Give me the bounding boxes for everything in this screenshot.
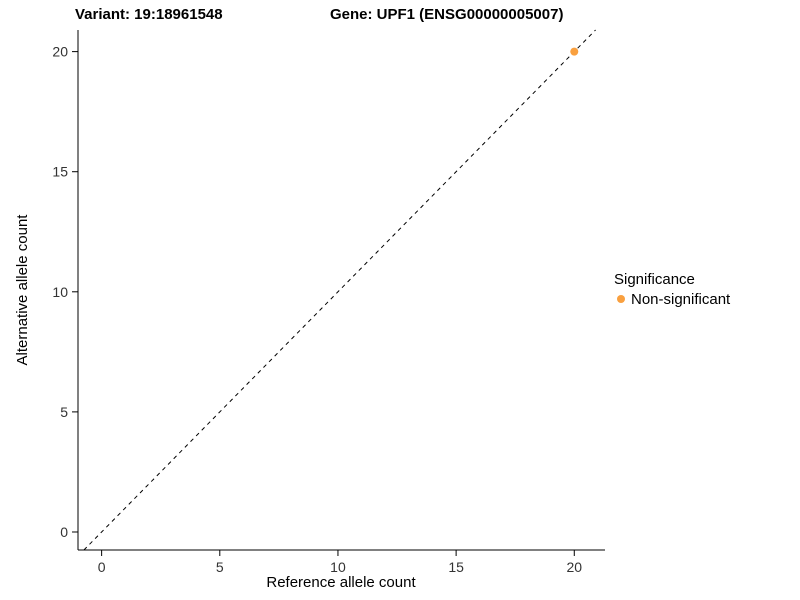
legend: Significance Non-significant bbox=[614, 271, 731, 308]
x-tick-label: 0 bbox=[98, 559, 106, 575]
y-tick-label: 15 bbox=[52, 164, 68, 180]
x-tick-label: 15 bbox=[448, 559, 464, 575]
y-tick-label: 20 bbox=[52, 44, 68, 60]
x-tick-label: 10 bbox=[330, 559, 346, 575]
y-axis-title: Alternative allele count bbox=[14, 214, 31, 366]
y-tick-label: 5 bbox=[60, 404, 68, 420]
gene-title: Gene: UPF1 (ENSG00000005007) bbox=[330, 6, 563, 23]
y-tick-label: 10 bbox=[52, 284, 68, 300]
x-tick-label: 5 bbox=[216, 559, 224, 575]
legend-title: Significance bbox=[614, 271, 695, 288]
plot-generated-layer: 0 5 10 15 20 0 5 10 15 20 bbox=[52, 29, 605, 575]
identity-line bbox=[83, 29, 596, 551]
legend-marker-non-significant-icon bbox=[617, 295, 625, 303]
x-tick-label: 20 bbox=[566, 559, 582, 575]
x-axis-title: Reference allele count bbox=[266, 574, 416, 591]
y-tick-label: 0 bbox=[60, 524, 68, 540]
data-point-non-significant bbox=[570, 47, 579, 56]
legend-label-non-significant: Non-significant bbox=[631, 291, 731, 308]
variant-title: Variant: 19:18961548 bbox=[75, 6, 223, 23]
